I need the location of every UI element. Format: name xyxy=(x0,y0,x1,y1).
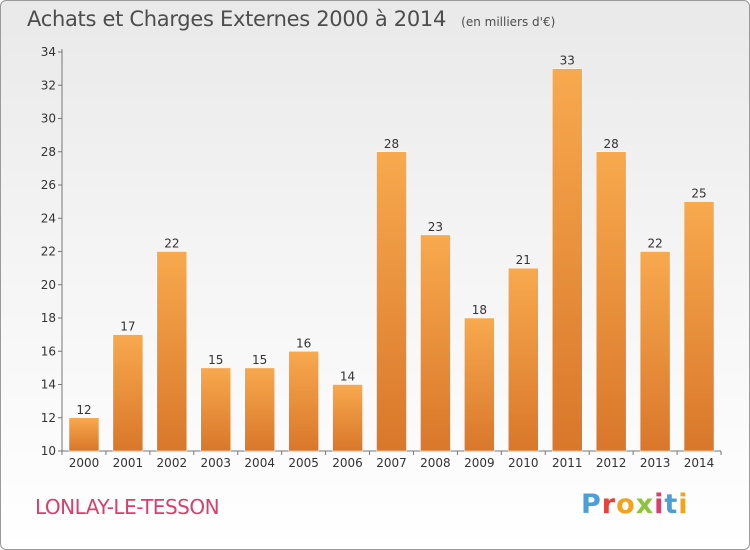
data-label-2010: 21 xyxy=(516,253,531,267)
bar-2005 xyxy=(288,351,319,452)
x-tick-label: 2009 xyxy=(464,456,495,470)
logo-letter: t xyxy=(664,489,679,520)
x-tick-label: 2014 xyxy=(684,456,715,470)
x-tick-label: 2013 xyxy=(640,456,671,470)
y-tick-label: 30 xyxy=(41,112,56,126)
y-tick-label: 12 xyxy=(41,411,56,425)
x-tick-label: 2008 xyxy=(420,456,451,470)
data-label-2007: 28 xyxy=(384,137,399,151)
y-tick-label: 34 xyxy=(41,45,56,59)
data-label-2014: 25 xyxy=(691,187,706,201)
logo-letter: o xyxy=(616,489,636,520)
commune-name: LONLAY-LE-TESSON xyxy=(35,495,220,519)
data-label-2011: 33 xyxy=(560,54,575,68)
logo-letter: x xyxy=(635,489,655,520)
logo-letter: r xyxy=(601,489,617,520)
y-tick-label: 24 xyxy=(41,211,56,225)
chart-subtitle: (en milliers d'€) xyxy=(461,15,556,29)
bar-2002 xyxy=(156,251,188,452)
data-label-2000: 12 xyxy=(76,403,91,417)
logo-letter: P xyxy=(581,489,602,520)
bar-2014 xyxy=(683,201,715,452)
data-label-2006: 14 xyxy=(340,370,355,384)
y-tick-label: 10 xyxy=(41,444,56,458)
y-tick-label: 18 xyxy=(41,311,56,325)
data-label-2008: 23 xyxy=(428,220,443,234)
bar-2008 xyxy=(420,234,451,452)
x-tick-label: 2006 xyxy=(332,456,363,470)
data-label-2003: 15 xyxy=(208,353,223,367)
x-tick-label: 2001 xyxy=(113,456,144,470)
y-tick-label: 14 xyxy=(41,378,56,392)
bar-2000 xyxy=(68,417,100,452)
x-tick-label: 2003 xyxy=(200,456,231,470)
x-tick-label: 2010 xyxy=(508,456,539,470)
data-label-2012: 28 xyxy=(604,137,619,151)
data-label-2009: 18 xyxy=(472,303,487,317)
x-tick-label: 2012 xyxy=(596,456,627,470)
bar-2001 xyxy=(112,334,144,452)
bar-2013 xyxy=(639,251,671,452)
data-label-2002: 22 xyxy=(164,237,179,251)
bar-2010 xyxy=(508,267,539,452)
x-tick-label: 2000 xyxy=(69,456,100,470)
bar-2012 xyxy=(595,151,627,452)
x-tick-label: 2011 xyxy=(552,456,583,470)
data-label-2013: 22 xyxy=(647,237,662,251)
x-tick-label: 2007 xyxy=(376,456,407,470)
logo-letter: i xyxy=(678,489,689,520)
data-label-2004: 15 xyxy=(252,353,267,367)
bar-2006 xyxy=(332,384,363,452)
y-tick-label: 22 xyxy=(41,245,56,259)
bars: 12 17 22 15 15 16 14 28 23 18 21 33 28 22 25 xyxy=(68,54,715,452)
bar-2007 xyxy=(376,151,407,452)
x-tick-label: 2005 xyxy=(288,456,319,470)
y-tick-label: 26 xyxy=(41,178,56,192)
bar-2011 xyxy=(551,68,583,452)
bar-2009 xyxy=(464,317,495,452)
y-tick-label: 20 xyxy=(41,278,56,292)
axes: 10 12 14 16 18 20 22 24 26 28 30 32 34 2000 2001 2002 20… xyxy=(41,45,722,470)
title-row: Achats et Charges Externes 2000 à 2014 (… xyxy=(27,7,555,31)
y-tick-label: 32 xyxy=(41,78,56,92)
x-tick-label: 2002 xyxy=(157,456,188,470)
y-tick-label: 16 xyxy=(41,344,56,358)
x-tick-label: 2004 xyxy=(244,456,275,470)
bar-2003 xyxy=(200,367,232,452)
y-tick-label: 28 xyxy=(41,145,56,159)
proxiti-logo: Proxiti xyxy=(581,489,689,520)
chart-title: Achats et Charges Externes 2000 à 2014 xyxy=(27,7,447,31)
data-label-2001: 17 xyxy=(120,320,135,334)
data-label-2005: 16 xyxy=(296,336,311,350)
bar-2004 xyxy=(244,367,275,452)
logo-letter: i xyxy=(654,489,665,520)
